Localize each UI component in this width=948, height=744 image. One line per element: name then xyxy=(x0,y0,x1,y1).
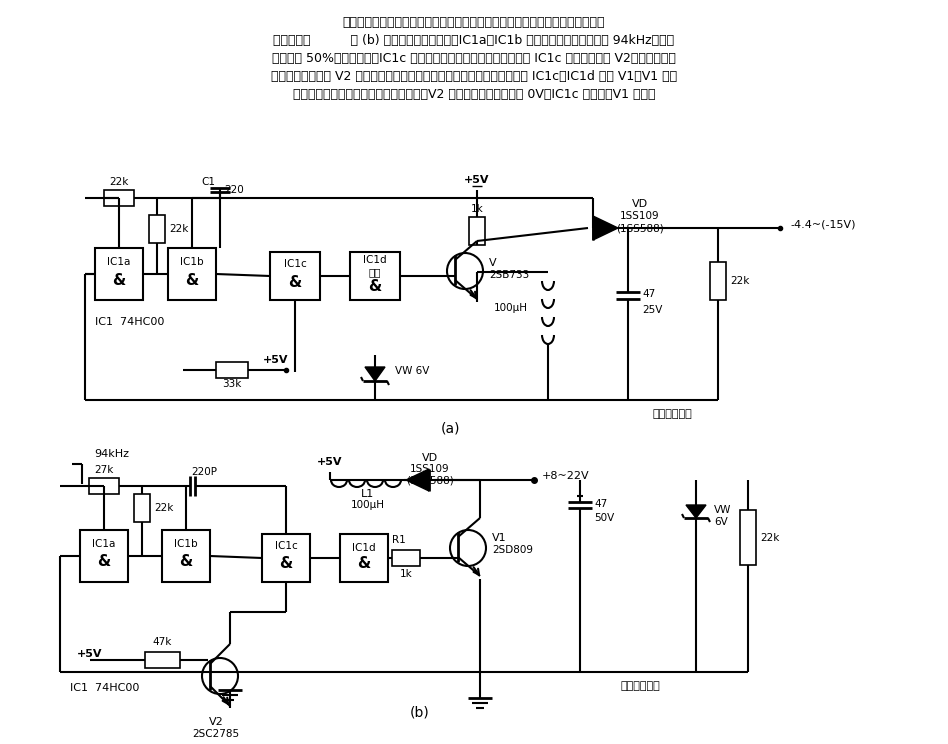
Text: 47: 47 xyxy=(594,499,608,509)
Polygon shape xyxy=(686,505,706,518)
Polygon shape xyxy=(593,216,618,240)
Text: V1: V1 xyxy=(492,533,506,543)
Text: (1SS588): (1SS588) xyxy=(616,223,664,233)
Text: 25V: 25V xyxy=(642,305,663,315)
Polygon shape xyxy=(406,469,429,491)
Text: 1SS109: 1SS109 xyxy=(620,211,660,221)
Text: IC1c: IC1c xyxy=(275,541,298,551)
Bar xyxy=(262,534,310,582)
Bar xyxy=(149,215,165,243)
Text: 这里给出一种将直流电压转换成可调的正直流电压或负直流电压输出的变换器。: 这里给出一种将直流电压转换成可调的正直流电压或负直流电压输出的变换器。 xyxy=(343,16,605,29)
Text: &: & xyxy=(186,272,199,287)
Bar xyxy=(162,530,210,582)
Bar xyxy=(350,252,400,300)
Text: 33k: 33k xyxy=(223,379,242,389)
Text: 94kHz: 94kHz xyxy=(95,449,130,459)
Text: 47k: 47k xyxy=(153,637,172,647)
Text: 2SD809: 2SD809 xyxy=(492,545,533,555)
Text: +5V: +5V xyxy=(465,175,490,185)
Text: 6V: 6V xyxy=(714,517,728,527)
Text: IC1c: IC1c xyxy=(283,259,306,269)
Text: 2SB733: 2SB733 xyxy=(489,270,529,280)
Polygon shape xyxy=(365,367,385,381)
Text: (a): (a) xyxy=(440,421,460,435)
Bar xyxy=(168,248,216,300)
Text: VD: VD xyxy=(632,199,648,209)
Text: R1: R1 xyxy=(392,535,406,545)
Text: IC1a: IC1a xyxy=(92,539,116,549)
Text: 占空比为 50%的方波信号。IC1c 为一控制门，振荡器的输出能否通过 IC1c 受晶体三极管 V2控制。当输出: 占空比为 50%的方波信号。IC1c 为一控制门，振荡器的输出能否通过 IC1c… xyxy=(272,52,676,65)
Text: IC1  74HC00: IC1 74HC00 xyxy=(96,317,165,327)
Text: 100µH: 100µH xyxy=(351,500,385,510)
Text: 输出电压设定: 输出电压设定 xyxy=(652,409,692,419)
Text: (1SS588): (1SS588) xyxy=(406,475,454,485)
Text: VD: VD xyxy=(422,453,438,463)
Text: IC1d: IC1d xyxy=(353,543,375,553)
Text: 22k: 22k xyxy=(760,533,779,543)
Text: C1: C1 xyxy=(201,177,215,187)
Bar xyxy=(216,362,248,378)
Text: V: V xyxy=(489,258,497,268)
Bar xyxy=(392,550,420,566)
Text: &: & xyxy=(98,554,111,569)
Bar xyxy=(740,510,756,565)
Text: 电路示于图          图 (b) 为他激式升压变换器。IC1a、IC1b 组成振荡器、振荡频率为 94kHz，输出: 电路示于图 图 (b) 为他激式升压变换器。IC1a、IC1b 组成振荡器、振荡… xyxy=(273,34,675,47)
Text: +8~22V: +8~22V xyxy=(542,471,590,481)
Bar xyxy=(95,248,143,300)
Text: +5V: +5V xyxy=(318,457,343,467)
Text: &: & xyxy=(288,275,301,289)
Text: +5V: +5V xyxy=(77,649,102,659)
Text: 27k: 27k xyxy=(94,465,114,475)
Text: 22k: 22k xyxy=(169,224,189,234)
Bar xyxy=(469,217,485,245)
Text: VW: VW xyxy=(714,505,731,515)
Text: 22k: 22k xyxy=(730,276,749,286)
Text: +5V: +5V xyxy=(264,355,289,365)
Bar xyxy=(710,262,726,300)
Bar xyxy=(89,478,119,494)
Text: &: & xyxy=(369,278,382,293)
Bar xyxy=(340,534,388,582)
Text: VW 6V: VW 6V xyxy=(395,366,429,376)
Text: 2SC2785: 2SC2785 xyxy=(192,729,240,739)
Text: 50V: 50V xyxy=(594,513,614,523)
Text: 输出电压设定: 输出电压设定 xyxy=(620,681,660,691)
Text: 220: 220 xyxy=(224,185,244,195)
Text: IC1b: IC1b xyxy=(180,257,204,267)
Text: 于开关状态。当输出电压超过设定值后，V2 导通，其集电极电压为 0V，IC1c 被关闭，V1 截止。: 于开关状态。当输出电压超过设定值后，V2 导通，其集电极电压为 0V，IC1c … xyxy=(293,88,655,101)
Text: 电压低于设定值时 V2 截止，其集电极为高电平，振荡器输出的方波信号经 IC1c、IC1d 激励 V1，V1 工作: 电压低于设定值时 V2 截止，其集电极为高电平，振荡器输出的方波信号经 IC1c… xyxy=(271,70,677,83)
Bar xyxy=(270,252,320,300)
Text: 1k: 1k xyxy=(400,569,412,579)
Text: L1: L1 xyxy=(361,489,374,499)
Text: 47: 47 xyxy=(642,289,655,299)
Text: 1SS109: 1SS109 xyxy=(410,464,449,474)
Text: &: & xyxy=(179,554,192,569)
Text: (b): (b) xyxy=(410,705,429,719)
Bar xyxy=(134,494,150,522)
Bar xyxy=(80,530,128,582)
Text: 22k: 22k xyxy=(154,503,173,513)
Text: -4.4~(-15V): -4.4~(-15V) xyxy=(790,219,855,229)
Text: IC1b: IC1b xyxy=(174,539,198,549)
Text: 不用: 不用 xyxy=(369,267,381,277)
Text: &: & xyxy=(357,557,371,571)
Bar xyxy=(145,652,180,668)
Text: 22k: 22k xyxy=(109,177,129,187)
Text: IC1d: IC1d xyxy=(363,255,387,265)
Text: 220P: 220P xyxy=(191,467,217,477)
Text: 100µH: 100µH xyxy=(494,303,528,313)
Text: &: & xyxy=(280,557,293,571)
Text: 1k: 1k xyxy=(470,204,483,214)
Text: IC1  74HC00: IC1 74HC00 xyxy=(70,683,139,693)
Text: V2: V2 xyxy=(209,717,224,727)
Text: &: & xyxy=(113,272,126,287)
Bar xyxy=(104,190,134,206)
Text: IC1a: IC1a xyxy=(107,257,131,267)
